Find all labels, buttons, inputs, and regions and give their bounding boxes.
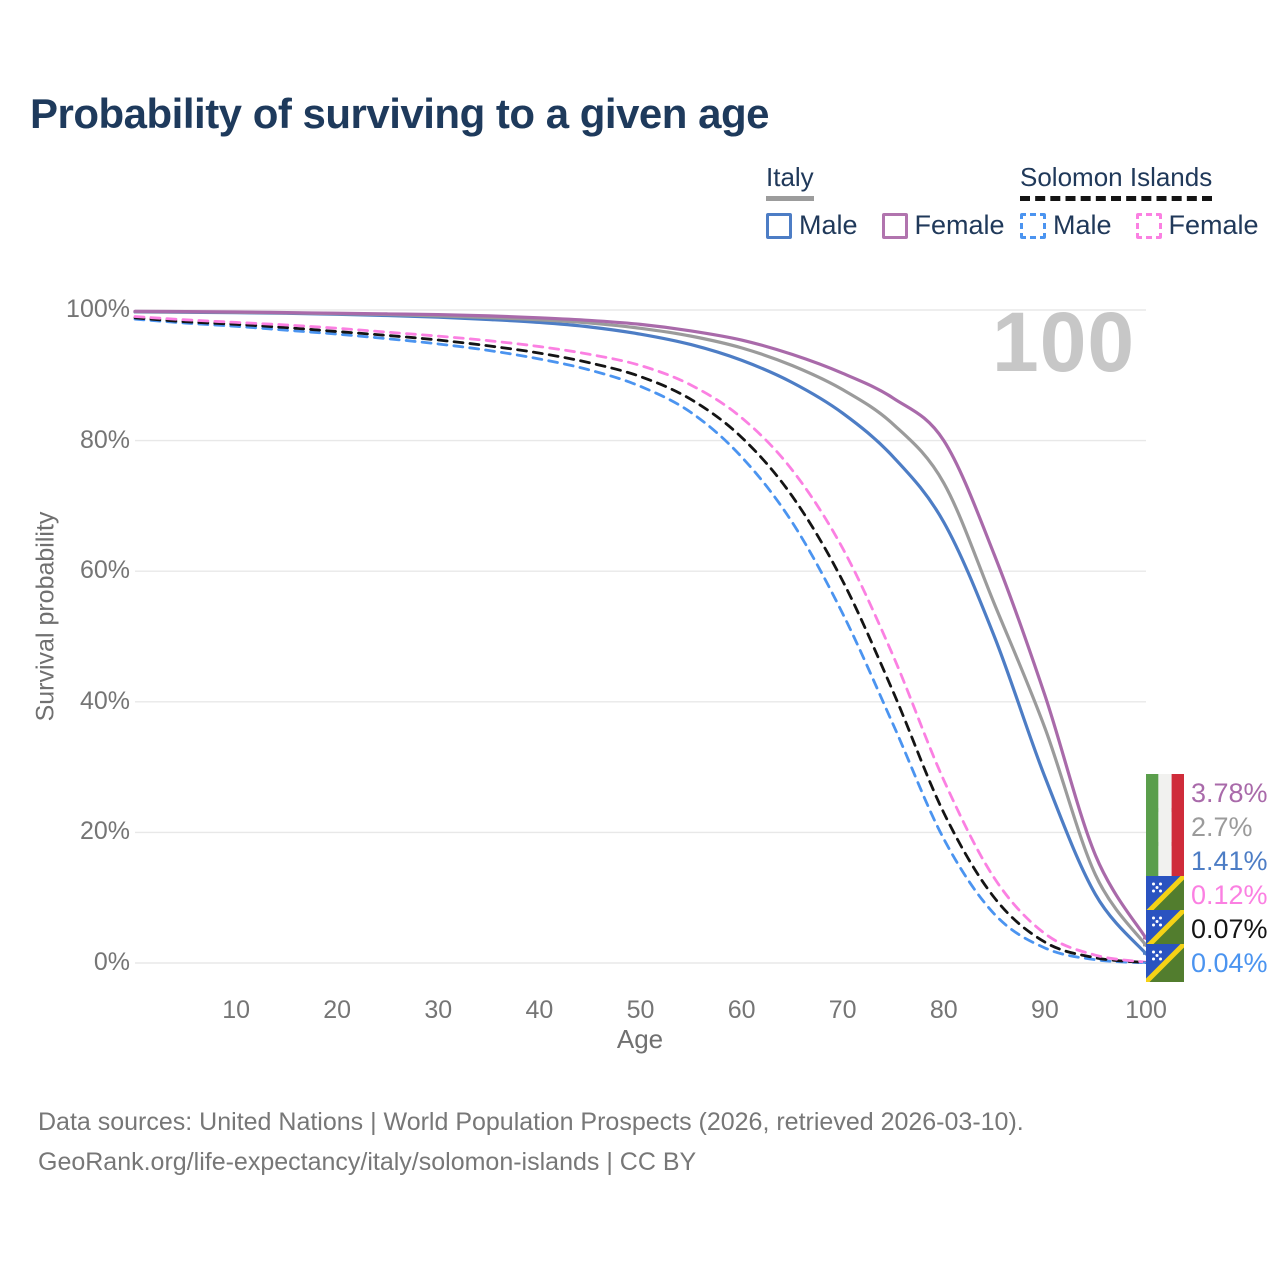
end-label-solomon-female[interactable]: 0.12%: [1144, 874, 1268, 916]
y-tick-label: 100%: [66, 295, 130, 323]
legend-item-italy-female[interactable]: Female: [881, 210, 1005, 241]
data-sources-text: Data sources: United Nations | World Pop…: [38, 1108, 1024, 1136]
italy-flag-icon: [1146, 842, 1184, 880]
end-value-label: 2.7%: [1191, 811, 1253, 842]
legend-items-solomon-islands: Male Female: [1020, 210, 1280, 241]
end-label-solomon-male[interactable]: 0.04%: [1144, 942, 1268, 984]
x-tick-label: 60: [727, 996, 756, 1024]
italy-male-swatch-icon: [766, 212, 792, 239]
legend-item-label: Female: [1168, 210, 1259, 240]
end-label-italy-male[interactable]: 1.41%: [1146, 841, 1268, 881]
legend-group-italy: Italy Male Female: [766, 162, 1029, 241]
end-value-label: 3.78%: [1191, 777, 1268, 808]
solomon-male-swatch-icon: [1020, 212, 1046, 239]
gridlines: [135, 309, 1146, 964]
x-tick-label: 20: [323, 996, 352, 1024]
curve-0: [133, 309, 1148, 940]
solomon-islands-flag-icon: [1144, 874, 1186, 916]
curve-3: [133, 315, 1148, 964]
legend-item-label: Female: [914, 210, 1005, 240]
y-tick-label: 80%: [79, 425, 130, 454]
y-tick-label: 0%: [93, 948, 130, 976]
end-label-solomon-both[interactable]: 0.07%: [1144, 908, 1268, 950]
x-tick-label: 40: [525, 996, 554, 1024]
legend-item-solomon-female[interactable]: Female: [1135, 210, 1259, 241]
curve-4: [133, 316, 1148, 964]
watermark-age-value: 100: [992, 295, 1136, 389]
solomon-islands-flag-icon: [1144, 908, 1186, 950]
italy-flag-icon: [1146, 808, 1184, 846]
end-label-italy-female[interactable]: 3.78%: [1146, 773, 1268, 813]
survival-curves: [133, 309, 1148, 965]
y-tick-label: 20%: [79, 817, 130, 846]
legend-item-solomon-male[interactable]: Male: [1020, 210, 1112, 241]
solomon-female-swatch-icon: [1135, 212, 1162, 239]
x-tick-label: 100: [1125, 996, 1167, 1024]
end-label-italy-both[interactable]: 2.7%: [1146, 807, 1253, 847]
legend-item-italy-male[interactable]: Male: [766, 210, 858, 241]
curve-2: [133, 310, 1148, 956]
legend-group-solomon-islands: Solomon Islands Male Female: [1020, 162, 1280, 241]
legend-group-title-solomon-islands[interactable]: Solomon Islands: [1020, 162, 1213, 201]
curve-1: [133, 310, 1148, 947]
x-tick-label: 50: [626, 996, 655, 1024]
end-value-label: 1.41%: [1191, 845, 1268, 876]
end-value-label: 0.07%: [1191, 913, 1268, 944]
x-tick-label: 80: [929, 996, 958, 1024]
legend-items-italy: Male Female: [766, 210, 1029, 241]
page-title: Probability of surviving to a given age: [30, 90, 769, 137]
solomon-islands-flag-icon: [1144, 942, 1186, 984]
legend-item-label: Male: [799, 210, 858, 240]
x-axis-title: Age: [616, 1024, 664, 1054]
legend-item-label: Male: [1053, 210, 1112, 240]
x-tick-label: 10: [222, 996, 250, 1024]
x-tick-label: 70: [828, 996, 857, 1024]
x-tick-label: 30: [424, 996, 453, 1024]
legend-group-title-italy[interactable]: Italy: [766, 162, 814, 201]
end-value-label: 0.04%: [1191, 947, 1268, 978]
curve-5: [133, 317, 1148, 965]
x-tick-label: 90: [1030, 996, 1059, 1024]
y-tick-label: 60%: [79, 556, 130, 585]
end-value-label: 0.12%: [1191, 879, 1268, 910]
y-tick-label: 40%: [79, 686, 130, 715]
italy-female-swatch-icon: [881, 212, 908, 239]
italy-flag-icon: [1146, 774, 1184, 812]
y-axis-title: Survival probability: [31, 511, 60, 722]
attribution-text: GeoRank.org/life-expectancy/italy/solomo…: [38, 1148, 697, 1176]
